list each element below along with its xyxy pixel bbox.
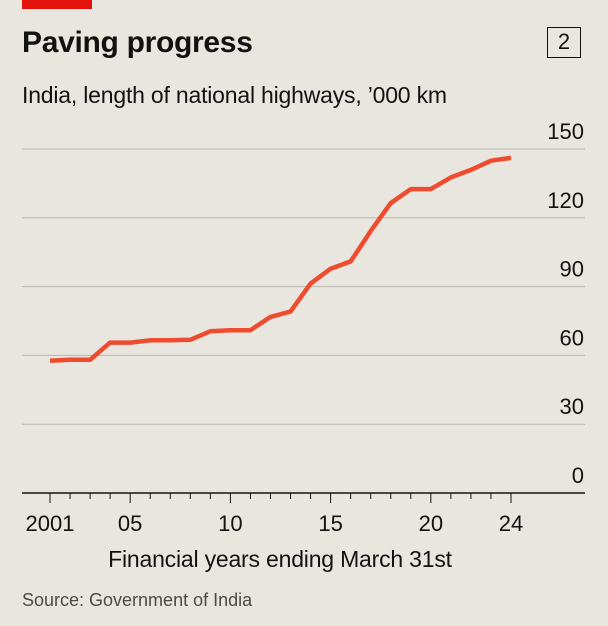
x-tick-label: 24 [499,511,523,536]
y-tick-label: 90 [560,257,584,282]
y-tick-label: 120 [547,188,584,213]
series-line [49,155,512,363]
y-tick-label: 60 [560,325,584,350]
x-tick-label: 15 [318,511,342,536]
x-tick-label: 2001 [26,511,75,536]
brand-tag [22,0,92,9]
x-axis-label: Financial years ending March 31st [108,546,452,572]
chart-title: Paving progress [22,26,253,59]
source-note: Source: Government of India [22,590,253,610]
chart-number-badge: 2 [547,27,581,58]
x-tick-label: 20 [419,511,443,536]
x-tick-label: 05 [118,511,142,536]
y-tick-label: 150 [547,119,584,144]
x-tick-label: 10 [218,511,242,536]
y-tick-label: 30 [560,394,584,419]
y-tick-label: 0 [572,463,584,488]
chart-subtitle: India, length of national highways, ’000… [22,82,447,108]
